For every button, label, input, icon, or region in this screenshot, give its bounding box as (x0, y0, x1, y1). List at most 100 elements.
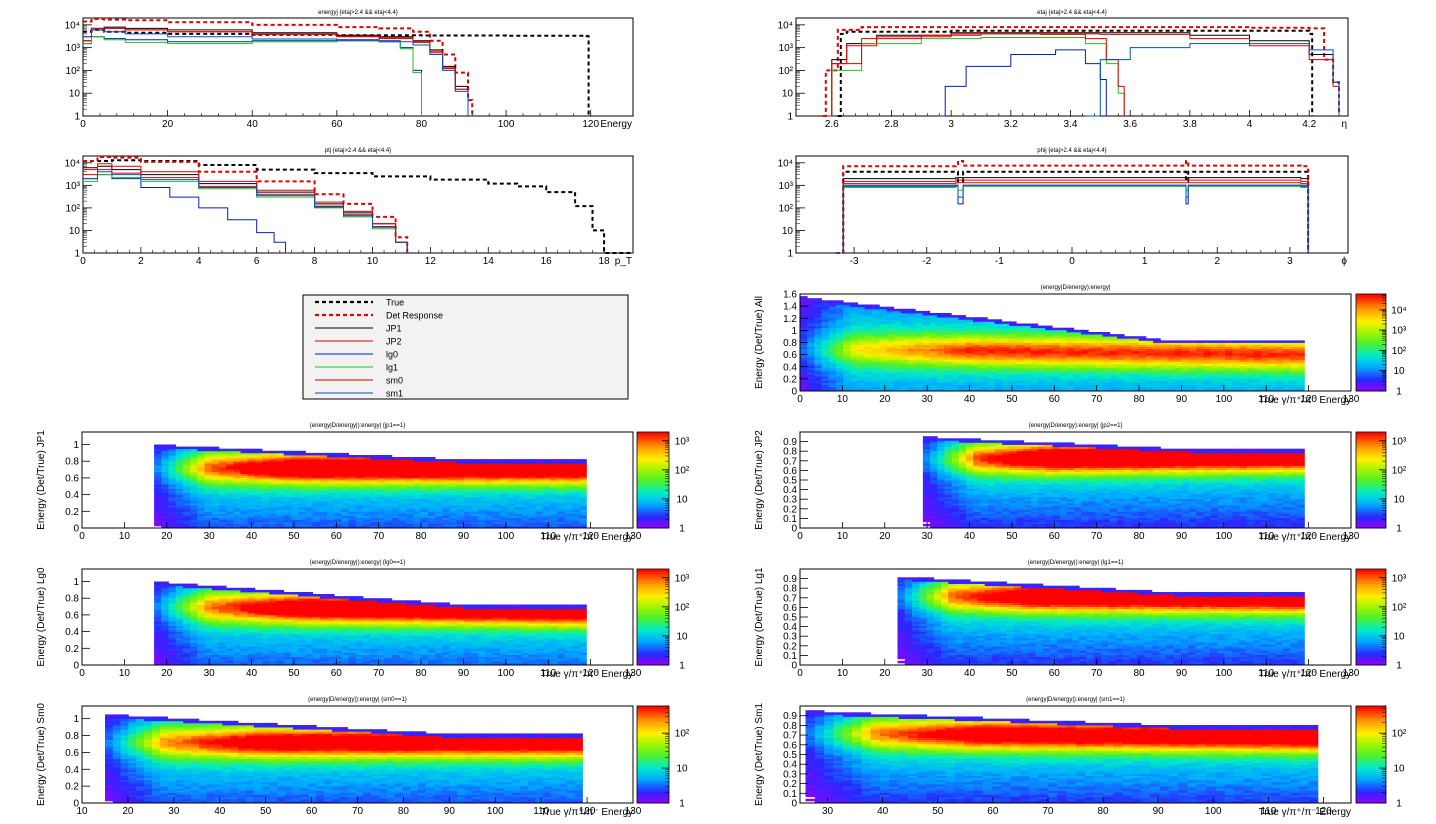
heatmap-cell (247, 519, 256, 523)
heatmap-cell (298, 509, 306, 512)
heatmap-cell (1174, 363, 1183, 367)
heatmap-cell (900, 317, 909, 320)
heatmap-cell (929, 334, 938, 337)
heatmap-cell (406, 494, 414, 498)
heatmap-cell (262, 473, 270, 477)
heatmap-cell (456, 505, 465, 508)
heatmap-cell (283, 482, 292, 485)
heatmap-cell (182, 463, 191, 466)
heatmap-cell (377, 471, 385, 475)
heatmap-cell (226, 452, 234, 456)
heatmap-cell (1217, 357, 1226, 360)
heatmap-cell (1001, 325, 1010, 329)
heatmap-cell (1073, 365, 1082, 369)
heatmap-cell (190, 494, 198, 498)
heatmap-cell (908, 310, 916, 314)
color-bar-step (1356, 335, 1386, 339)
heatmap-cell (1052, 327, 1060, 331)
heatmap-cell (399, 473, 407, 477)
heatmap-cell (1052, 378, 1060, 381)
heatmap-cell (1210, 361, 1219, 364)
heatmap-cell (319, 505, 328, 508)
heatmap-cell (406, 521, 414, 525)
heatmap-cell (211, 452, 220, 456)
heatmap-cell (1037, 378, 1046, 381)
heatmap-cell (254, 521, 263, 525)
heatmap-cell (478, 488, 486, 491)
heatmap-cell (1138, 355, 1147, 358)
x-tick-label: 20 (879, 394, 891, 405)
heatmap-cell (1073, 378, 1082, 381)
x-tick-label: 0 (80, 119, 86, 130)
heatmap-cell (442, 465, 450, 468)
heatmap-cell (1275, 353, 1284, 356)
heatmap-cell (958, 357, 967, 360)
heatmap-cell (535, 459, 544, 462)
heatmap-cell (334, 515, 342, 518)
heatmap-cell (478, 490, 486, 493)
heatmap-cell (572, 465, 580, 468)
heatmap-cell (1239, 353, 1248, 356)
heatmap-cell (399, 513, 407, 516)
color-bar-step (637, 448, 669, 452)
heatmap-cell (958, 334, 967, 337)
heatmap-cell (413, 503, 421, 506)
heatmap-cell (427, 523, 436, 527)
heatmap-cell (850, 378, 858, 381)
heatmap-cell (1102, 367, 1111, 371)
heatmap-cell (922, 365, 931, 369)
heatmap-cell (1037, 357, 1046, 360)
heatmap-cell (1181, 350, 1190, 354)
heatmap-cell (377, 461, 385, 464)
heatmap-cell (836, 300, 844, 303)
y-axis-label: Energy (Det/True) All (754, 296, 765, 389)
y-tick-label: 10² (66, 203, 81, 214)
heatmap-cell (1261, 342, 1269, 345)
heatmap-cell (1131, 346, 1139, 350)
heatmap-cell (1189, 376, 1197, 379)
heatmap-cell (987, 384, 995, 388)
heatmap-cell (521, 463, 530, 466)
heatmap-cell (1052, 367, 1060, 371)
heatmap-cell (262, 511, 270, 514)
heatmap-cell (218, 477, 227, 481)
heatmap-cell (1160, 344, 1168, 348)
heatmap-cell (211, 521, 220, 525)
heatmap-cell (247, 503, 256, 506)
heatmap-cell (1225, 380, 1233, 383)
heatmap-cell (1268, 340, 1276, 343)
heatmap-cell (1059, 329, 1067, 333)
heatmap-cell (420, 473, 429, 477)
heatmap-cell (218, 519, 227, 523)
heatmap-cell (1023, 323, 1031, 326)
heatmap-cell (850, 325, 858, 329)
heatmap-cell (218, 459, 227, 462)
heatmap-cell (564, 511, 573, 514)
heatmap-cell (276, 480, 285, 483)
heatmap-cell (980, 378, 988, 381)
heatmap-cell (915, 355, 923, 358)
heatmap-cell (1016, 367, 1024, 371)
heatmap-cell (233, 467, 241, 470)
heatmap-cell (828, 315, 837, 318)
heatmap-cell (857, 357, 866, 360)
heatmap-cell (1297, 357, 1305, 360)
heatmap-cell (908, 378, 916, 381)
heatmap-cell (391, 498, 400, 502)
heatmap-cell (283, 517, 292, 521)
heatmap-cell (190, 486, 198, 489)
heatmap-cell (908, 348, 916, 352)
heatmap-cell (283, 505, 292, 508)
heatmap-cell (936, 374, 945, 377)
heatmap-cell (399, 486, 407, 489)
heatmap-cell (1001, 374, 1010, 377)
heatmap-cell (233, 505, 241, 508)
heatmap-cell (507, 475, 515, 479)
heatmap-cell (1037, 340, 1046, 343)
heatmap-cell (1088, 382, 1096, 386)
heatmap-cell (958, 359, 967, 362)
heatmap-cell (1181, 361, 1190, 364)
heatmap-cell (327, 513, 335, 516)
heatmap-cell (485, 463, 494, 466)
color-bar-step (637, 518, 669, 522)
